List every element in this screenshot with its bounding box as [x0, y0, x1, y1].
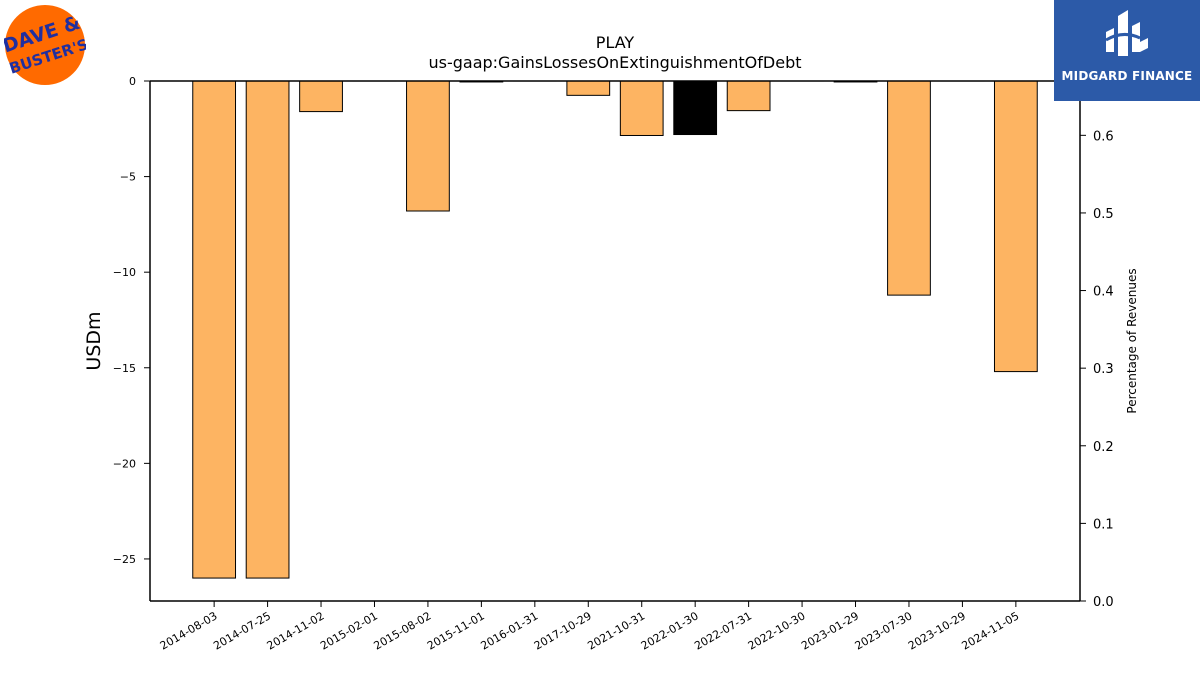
bar-2022-07-31 — [726, 80, 771, 112]
bar-2014-08-03 — [192, 80, 237, 579]
y-tick-label: −15 — [113, 362, 136, 375]
bar-2014-11-02 — [299, 80, 343, 113]
y-tick-label: 0 — [129, 75, 136, 88]
x-tick-label: 2017-10-29 — [532, 609, 594, 652]
x-tick-label: 2014-08-03 — [158, 609, 220, 652]
y-tick-label: −25 — [113, 553, 136, 566]
x-tick-label: 2015-02-01 — [318, 609, 380, 652]
x-tick-label: 2023-01-29 — [799, 609, 861, 652]
y2-tick-label: 0.0 — [1093, 595, 1114, 610]
chart-subtitle: us-gaap:GainsLossesOnExtinguishmentOfDeb… — [428, 53, 801, 72]
y2-tick-label: 0.2 — [1093, 440, 1114, 455]
x-tick-label: 2016-01-31 — [478, 609, 540, 652]
bar-2021-10-31 — [619, 80, 664, 136]
y2-tick-label: 0.5 — [1093, 207, 1114, 222]
bar-2014-07-25 — [245, 80, 290, 579]
y2-axis-label: Percentage of Revenues — [1125, 268, 1139, 413]
bar-2022-01-30 — [673, 80, 718, 136]
bar-2015-08-02 — [406, 80, 450, 212]
x-tick-label: 2015-08-02 — [372, 609, 434, 652]
x-tick-label: 2022-01-30 — [639, 609, 701, 652]
x-tick-label: 2023-10-29 — [906, 609, 968, 652]
x-tick-label: 2015-11-01 — [425, 609, 487, 652]
chart-title: PLAY — [596, 33, 635, 52]
brand-name: MIDGARD FINANCE — [1061, 69, 1193, 83]
bar-2024-11-05 — [993, 80, 1038, 373]
y-tick-label: −20 — [113, 457, 136, 470]
x-tick-label: 2014-11-02 — [265, 609, 327, 652]
midgard-brand-box: MIDGARD FINANCE — [1054, 0, 1200, 101]
midgard-mark-icon — [1105, 10, 1148, 56]
y2-tick-label: 0.3 — [1093, 362, 1114, 377]
x-tick-label: 2014-07-25 — [211, 609, 273, 652]
y2-tick-label: 0.4 — [1093, 285, 1114, 300]
x-tick-label: 2022-07-31 — [692, 609, 754, 652]
bar-2023-07-30 — [887, 80, 931, 296]
dave-busters-logo-icon: DAVE & BUSTER'S — [0, 5, 90, 85]
x-tick-label: 2023-07-30 — [853, 609, 915, 652]
x-tick-label: 2024-11-05 — [959, 609, 1021, 652]
y-axis-label: USDm — [83, 311, 105, 370]
company-logo: DAVE & BUSTER'S — [0, 4, 90, 86]
y-tick-label: −10 — [113, 266, 136, 279]
y-tick-label: −5 — [120, 171, 136, 184]
bars-group — [192, 80, 1038, 579]
y2-tick-label: 0.6 — [1093, 129, 1114, 144]
x-tick-label: 2021-10-31 — [585, 609, 647, 652]
x-tick-label: 2022-10-30 — [746, 609, 808, 652]
y2-tick-label: 0.1 — [1093, 517, 1114, 532]
bar-2017-10-29 — [566, 80, 611, 96]
